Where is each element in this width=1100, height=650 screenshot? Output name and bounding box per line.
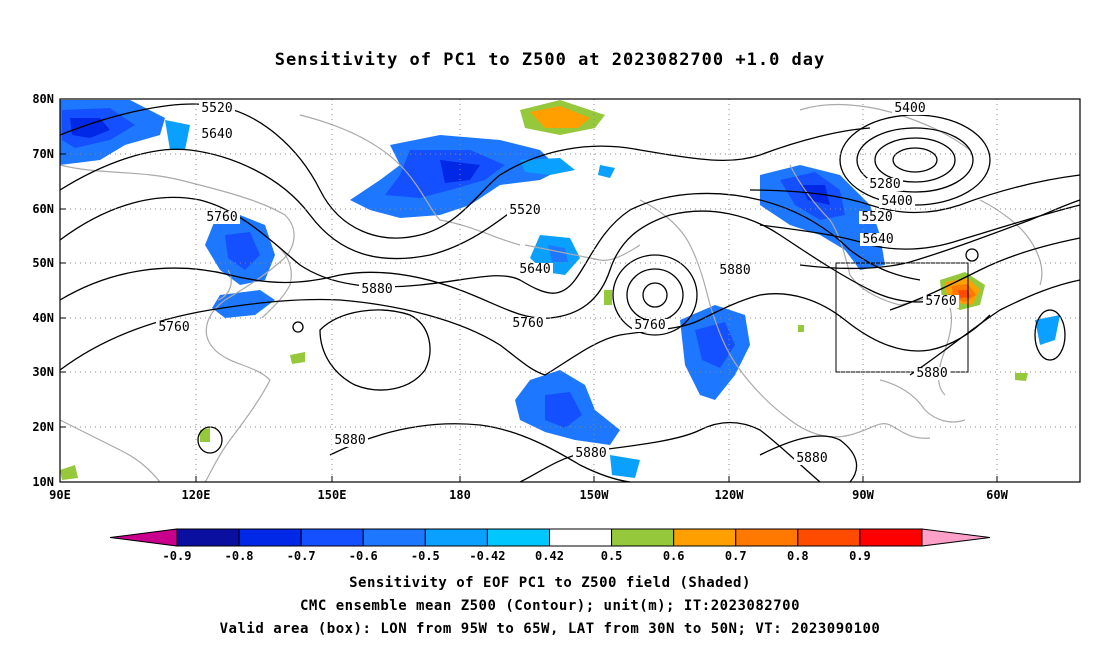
- colorbar-label: 0.8: [787, 549, 809, 563]
- sensitivity-shading: [60, 100, 1060, 480]
- colorbar-label: 0.42: [535, 549, 564, 563]
- latitude-axis: 80N 70N 60N 50N 40N 30N 20N 10N: [32, 92, 66, 489]
- colorbar-label: -0.5: [411, 549, 440, 563]
- colorbar-segment: [735, 528, 799, 547]
- latitude-label: 40N: [32, 311, 54, 325]
- colorbar-label: -0.8: [225, 549, 254, 563]
- colorbar-label: -0.42: [469, 549, 505, 563]
- contour-label: 5760: [512, 316, 543, 331]
- contour-label: 5520: [201, 101, 232, 116]
- negative-sensitivity-patch-north-pacific: [350, 135, 615, 218]
- caption-line-2: CMC ensemble mean Z500 (Contour); unit(m…: [299, 598, 800, 614]
- colorbar-segment: [797, 528, 861, 547]
- latitude-label: 30N: [32, 365, 54, 379]
- longitude-axis: 90E 120E 150E 180 150W 120W 90W 60W: [49, 476, 1009, 502]
- positive-sensitivity-patch-arctic: [520, 100, 605, 135]
- contour-labels: 5520 5640 5760 5760 5520 5640 5880 5760 5880 5760…: [156, 101, 959, 466]
- caption-line-3: Valid area (box): LON from 95W to 65W, L…: [219, 621, 881, 637]
- colorbar-segment: [486, 528, 550, 547]
- map-title: Sensitivity of PC1 to Z500 at 2023082700…: [274, 50, 826, 70]
- latitude-label: 70N: [32, 147, 54, 161]
- colorbar-over-triangle: [921, 528, 991, 547]
- colorbar-label: -0.7: [287, 549, 316, 563]
- latitude-label: 60N: [32, 202, 54, 216]
- contour-label: 5520: [861, 210, 892, 225]
- contour-label: 5880: [796, 451, 827, 466]
- colorbar-segment: [424, 528, 488, 547]
- contour-label: 5880: [361, 282, 392, 297]
- negative-sensitivity-patch-east-pacific: [515, 305, 1060, 478]
- contour-label: 5760: [206, 210, 237, 225]
- latitude-label: 80N: [32, 92, 54, 106]
- longitude-label: 90W: [852, 488, 874, 502]
- positive-sensitivity-small-patches: [60, 290, 1028, 480]
- latitude-label: 20N: [32, 420, 54, 434]
- contour-label: 5760: [925, 294, 956, 309]
- longitude-label: 90E: [49, 488, 71, 502]
- contour-label: 5880: [719, 263, 750, 278]
- contour-label: 5880: [916, 366, 947, 381]
- contour-label: 5280: [869, 177, 900, 192]
- colorbar-segment: [673, 528, 737, 547]
- map-frame: [59, 98, 1081, 483]
- negative-sensitivity-patch-japan: [205, 215, 275, 318]
- colorbar-label: -0.9: [163, 549, 192, 563]
- caption-line-1: Sensitivity of EOF PC1 to Z500 field (Sh…: [349, 575, 751, 591]
- negative-sensitivity-patch-nw: [60, 100, 190, 165]
- longitude-label: 60W: [986, 488, 1008, 502]
- colorbar-label: 0.5: [601, 549, 623, 563]
- latitude-label: 10N: [32, 475, 54, 489]
- longitude-label: 150W: [580, 488, 610, 502]
- contour-label: 5760: [158, 320, 189, 335]
- latitude-label: 50N: [32, 256, 54, 270]
- longitude-label: 120E: [182, 488, 211, 502]
- colorbar-label: 0.9: [849, 549, 871, 563]
- longitude-label: 180: [449, 488, 471, 502]
- colorbar-segment: [611, 528, 675, 547]
- longitude-label: 150E: [318, 488, 347, 502]
- colorbar-segment: [362, 528, 426, 547]
- colorbar-label: 0.6: [663, 549, 685, 563]
- contour-label: 5880: [334, 433, 365, 448]
- contour-label: 5880: [575, 446, 606, 461]
- contour-label: 5640: [519, 262, 550, 277]
- contour-label: 5760: [634, 318, 665, 333]
- colorbar-segment: [859, 528, 923, 547]
- contour-label: 5640: [201, 127, 232, 142]
- contour-label: 5400: [894, 101, 925, 116]
- graticule: [60, 99, 1080, 482]
- colorbar-label: -0.6: [349, 549, 378, 563]
- colorbar-segment: [238, 528, 302, 547]
- colorbar-segment: [300, 528, 364, 547]
- contour-label: 5520: [509, 203, 540, 218]
- colorbar-label: 0.7: [725, 549, 747, 563]
- colorbar-segment: [549, 528, 613, 547]
- colorbar: -0.9 -0.8 -0.7 -0.6 -0.5 -0.42 0.42 0.5 0.6 0.7 0.…: [109, 528, 991, 563]
- colorbar-segment: [176, 528, 240, 547]
- longitude-label: 120W: [715, 488, 745, 502]
- contour-label: 5400: [881, 194, 912, 209]
- colorbar-under-triangle: [109, 528, 178, 547]
- contour-label: 5640: [862, 232, 893, 247]
